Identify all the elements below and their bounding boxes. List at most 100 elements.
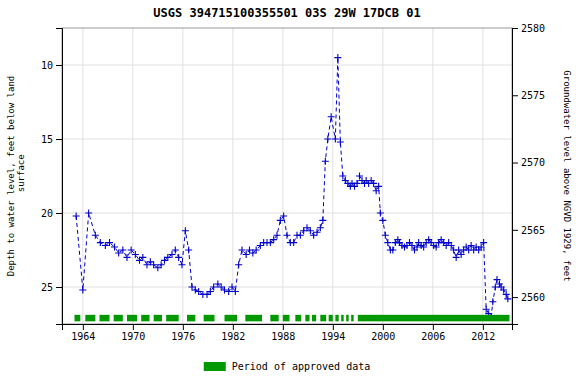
data-line xyxy=(76,58,508,317)
tick: 2006 xyxy=(421,324,445,342)
data-point xyxy=(314,229,321,236)
data-point xyxy=(182,227,189,234)
approved-span xyxy=(127,315,137,322)
approved-span xyxy=(305,315,309,322)
approved-span xyxy=(225,315,238,322)
data-point xyxy=(243,251,250,258)
tick-mark xyxy=(56,65,62,66)
data-point xyxy=(317,224,324,231)
data-point xyxy=(92,232,99,239)
markers xyxy=(73,54,512,320)
grid-line xyxy=(62,139,512,140)
tick-mark xyxy=(333,324,334,330)
tick-mark xyxy=(512,297,518,298)
data-point xyxy=(106,239,113,246)
approved-span xyxy=(204,315,215,322)
tick-label: 1994 xyxy=(321,331,345,342)
y-axis: 10152025 xyxy=(41,29,63,325)
tick-mark xyxy=(283,324,284,330)
data-point xyxy=(85,210,92,217)
tick-mark xyxy=(483,324,484,330)
legend-item: Period of approved data xyxy=(204,361,370,372)
approved-span xyxy=(141,315,149,322)
approved-span xyxy=(329,315,333,322)
tick-label: 1988 xyxy=(271,331,295,342)
tick-label: 2575 xyxy=(521,90,545,101)
tick: 2560 xyxy=(512,292,545,303)
data-point xyxy=(503,291,510,298)
data-point xyxy=(389,247,396,254)
data-point xyxy=(322,158,329,165)
legend: Period of approved data xyxy=(204,361,370,372)
grid-line xyxy=(482,28,483,324)
data-point xyxy=(119,247,126,254)
approved-span xyxy=(154,315,162,322)
approved-span xyxy=(341,315,344,322)
tick: 1970 xyxy=(121,324,145,342)
tick-label: 1964 xyxy=(71,331,95,342)
grid-line xyxy=(432,28,433,324)
grid-line xyxy=(282,28,283,324)
approved-span xyxy=(351,315,354,322)
tick: 1988 xyxy=(271,324,295,342)
x-axis: 196419701976198219881994200020062012 xyxy=(63,324,513,342)
data-point xyxy=(319,217,326,224)
data-point xyxy=(124,254,131,261)
data-point xyxy=(79,286,86,293)
approved-span xyxy=(114,315,123,322)
tick-label: 1970 xyxy=(121,331,145,342)
tick-label: 2560 xyxy=(521,292,545,303)
tick: 1964 xyxy=(71,324,95,342)
data-point xyxy=(111,244,118,251)
data-point xyxy=(480,239,487,246)
approved-span xyxy=(320,315,326,322)
tick-label: 2580 xyxy=(521,23,545,34)
tick: 2580 xyxy=(512,23,545,34)
tick-mark xyxy=(383,324,384,330)
span-series xyxy=(75,315,510,322)
data-point xyxy=(132,251,139,258)
data-point xyxy=(274,232,281,239)
tick-label: 1982 xyxy=(221,331,245,342)
tick: 2012 xyxy=(471,324,495,342)
data-point xyxy=(284,232,291,239)
tick-mark xyxy=(83,324,84,330)
tick-label: 2000 xyxy=(371,331,395,342)
tick-label: 2012 xyxy=(471,331,495,342)
approved-span xyxy=(283,315,290,322)
data-point xyxy=(175,254,182,261)
tick-mark xyxy=(512,163,518,164)
data-point xyxy=(158,261,165,268)
approved-span xyxy=(346,315,349,322)
grid-line xyxy=(132,28,133,324)
grid-line xyxy=(62,287,512,288)
y2-axis-label: Groundwater level above NGVD 1929, feet xyxy=(562,70,572,281)
approved-span xyxy=(100,315,110,322)
data-point xyxy=(169,251,176,258)
data-point xyxy=(239,247,246,254)
grid-line xyxy=(62,65,512,66)
data-point xyxy=(384,239,391,246)
tick: 2575 xyxy=(512,90,545,101)
tick: 1994 xyxy=(321,324,345,342)
grid xyxy=(62,28,512,324)
y-axis-label: Depth to water level, feet below land su… xyxy=(6,76,26,276)
marks xyxy=(73,54,512,321)
tick-label: 15 xyxy=(41,134,53,145)
data-point xyxy=(235,261,242,268)
data-point xyxy=(139,254,146,261)
data-point xyxy=(297,232,304,239)
data-point xyxy=(221,286,228,293)
data-point xyxy=(307,227,314,234)
data-point xyxy=(377,210,384,217)
tick: 2565 xyxy=(512,225,545,236)
chart: 1964197019761982198819942000200620121015… xyxy=(0,0,576,384)
data-point xyxy=(185,247,192,254)
tick-label: 2565 xyxy=(521,225,545,236)
tick-label: 25 xyxy=(41,282,53,293)
tick: 25 xyxy=(41,282,62,293)
plot-area: 1964197019761982198819942000200620121015… xyxy=(41,23,545,342)
data-point xyxy=(375,183,382,190)
tick-mark xyxy=(183,324,184,330)
tick-mark xyxy=(56,287,62,288)
